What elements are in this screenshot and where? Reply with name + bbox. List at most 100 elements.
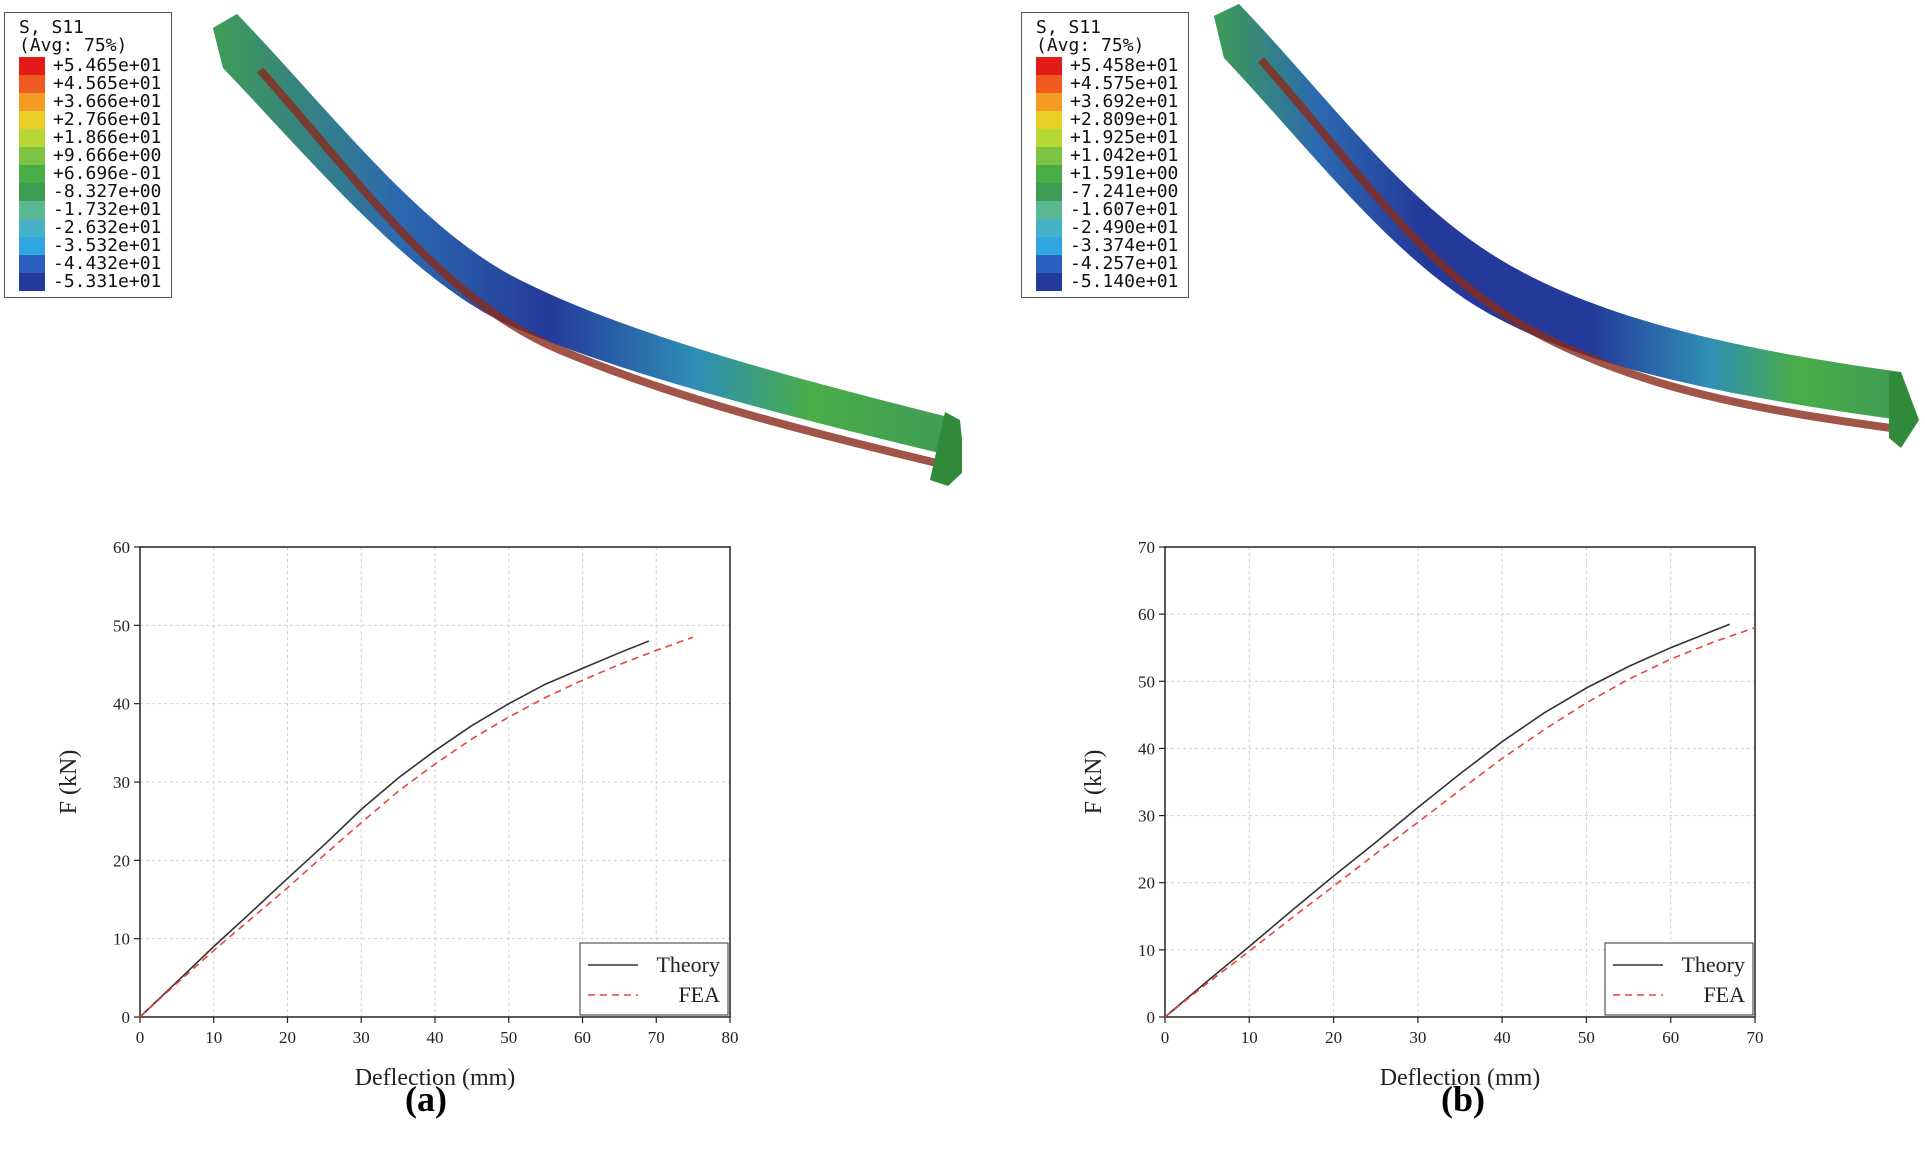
contour-legend-row: -1.607e+01 <box>1036 201 1178 219</box>
contour-legend-row: -2.490e+01 <box>1036 219 1178 237</box>
contour-level-value: +3.692e+01 <box>1070 91 1179 112</box>
x-tick-label: 10 <box>205 1028 222 1047</box>
series-line-fea <box>139 636 694 1018</box>
y-axis-label: F (kN) <box>56 750 82 815</box>
legend-label-fea: FEA <box>678 982 720 1007</box>
contour-legend-subtitle: (Avg: 75%) <box>1036 35 1145 56</box>
contour-legend-row: -4.257e+01 <box>1036 255 1178 273</box>
contour-level-value: -2.632e+01 <box>53 217 162 238</box>
contour-legend-row: +4.575e+01 <box>1036 75 1178 93</box>
beam-contour-plot <box>1214 4 1919 448</box>
x-tick-label: 60 <box>1662 1028 1679 1047</box>
chart: 0 10 20 30 40 50 60 70 80 0 10 20 30 40 50 60 Deflection… <box>56 538 739 1091</box>
contour-legend-row: +2.809e+01 <box>1036 111 1178 129</box>
contour-level-value: -3.374e+01 <box>1070 235 1179 256</box>
y-tick-label: 60 <box>113 538 130 557</box>
contour-level-value: -5.140e+01 <box>1070 271 1179 292</box>
contour-legend-row: +1.591e+00 <box>1036 165 1178 183</box>
y-tick-label: 50 <box>1138 672 1155 691</box>
contour-color-swatch <box>19 93 45 111</box>
legend-label-theory: Theory <box>656 952 720 977</box>
contour-level-value: +1.925e+01 <box>1070 127 1179 148</box>
x-tick-label: 80 <box>722 1028 739 1047</box>
contour-color-swatch <box>1036 237 1062 255</box>
contour-color-swatch <box>19 237 45 255</box>
contour-level-value: -4.432e+01 <box>53 253 162 274</box>
plot-frame <box>1164 546 1756 1018</box>
beam-free-end <box>1889 372 1919 448</box>
x-tick-label: 70 <box>1747 1028 1764 1047</box>
contour-legend-rows: +5.465e+01 +4.565e+01 +3.666e+01 +2.766e+01… <box>19 57 161 291</box>
series-line-fea <box>1164 626 1756 1018</box>
contour-color-swatch <box>1036 75 1062 93</box>
contour-color-swatch <box>19 219 45 237</box>
contour-color-swatch <box>1036 111 1062 129</box>
panel-a: S, S11 (Avg: 75%) +5.465e+01 +4.565e+01 +3… <box>0 0 962 1153</box>
contour-legend-row: -8.327e+00 <box>19 183 161 201</box>
contour-legend-row: +3.666e+01 <box>19 93 161 111</box>
x-tick-label: 10 <box>1241 1028 1258 1047</box>
contour-legend-row: -4.432e+01 <box>19 255 161 273</box>
contour-level-value: -1.732e+01 <box>53 199 162 220</box>
contour-level-value: -7.241e+00 <box>1070 181 1179 202</box>
y-tick-label: 0 <box>1147 1008 1156 1027</box>
contour-level-value: +3.666e+01 <box>53 91 162 112</box>
beam-contour-plot <box>213 14 962 486</box>
contour-level-value: +5.465e+01 <box>53 55 162 76</box>
x-axis-label: Deflection (mm) <box>355 1065 516 1091</box>
contour-legend-row: -3.374e+01 <box>1036 237 1178 255</box>
contour-legend: S, S11 (Avg: 75%) +5.465e+01 +4.565e+01 +3… <box>4 12 173 298</box>
chart-legend-box <box>1604 942 1754 1016</box>
chart: 0 10 20 30 40 50 60 70 0 10 20 30 40 50 60 70 Deflection… <box>1081 538 1764 1091</box>
y-tick-label: 30 <box>113 773 130 792</box>
contour-level-value: -3.532e+01 <box>53 235 162 256</box>
y-tick-label: 70 <box>1138 538 1155 557</box>
contour-legend-row: +5.465e+01 <box>19 57 161 75</box>
contour-level-value: +5.458e+01 <box>1070 55 1179 76</box>
contour-legend-row: +6.696e-01 <box>19 165 161 183</box>
contour-level-value: +6.696e-01 <box>53 163 162 184</box>
y-tick-label: 30 <box>1138 807 1155 826</box>
contour-legend-row: -3.532e+01 <box>19 237 161 255</box>
contour-color-swatch <box>1036 201 1062 219</box>
contour-level-value: -5.331e+01 <box>53 271 162 292</box>
contour-legend-row: +1.925e+01 <box>1036 129 1178 147</box>
y-tick-label: 0 <box>122 1008 131 1027</box>
contour-color-swatch <box>1036 93 1062 111</box>
x-tick-label: 40 <box>427 1028 444 1047</box>
contour-legend-title: S, S11 <box>1036 17 1102 38</box>
x-tick-label: 30 <box>1409 1028 1426 1047</box>
y-tick-label: 40 <box>113 695 130 714</box>
contour-legend-rows: +5.458e+01 +4.575e+01 +3.692e+01 +2.809e+01… <box>1036 57 1178 291</box>
y-tick-label: 20 <box>113 851 130 870</box>
contour-color-swatch <box>1036 57 1062 75</box>
contour-level-value: +4.565e+01 <box>53 73 162 94</box>
beam-tension-edge <box>257 67 946 469</box>
contour-legend-row: +5.458e+01 <box>1036 57 1178 75</box>
x-tick-label: 40 <box>1494 1028 1511 1047</box>
panel-caption: (a) <box>405 1079 447 1119</box>
series-line-theory <box>139 640 650 1018</box>
beam-top-surface <box>1214 4 1901 420</box>
contour-legend-row: +9.666e+00 <box>19 147 161 165</box>
contour-color-swatch <box>1036 273 1062 291</box>
x-tick-label: 30 <box>353 1028 370 1047</box>
contour-legend-row: -1.732e+01 <box>19 201 161 219</box>
contour-level-value: -1.607e+01 <box>1070 199 1179 220</box>
chart-legend-box <box>579 942 729 1016</box>
x-tick-label: 0 <box>136 1028 145 1047</box>
contour-legend-row: +1.866e+01 <box>19 129 161 147</box>
contour-color-swatch <box>1036 165 1062 183</box>
contour-color-swatch <box>19 57 45 75</box>
x-tick-label: 50 <box>1578 1028 1595 1047</box>
contour-legend-row: +4.565e+01 <box>19 75 161 93</box>
contour-level-value: -2.490e+01 <box>1070 217 1179 238</box>
contour-legend: S, S11 (Avg: 75%) +5.458e+01 +4.575e+01 +3… <box>1021 12 1190 298</box>
x-tick-label: 20 <box>279 1028 296 1047</box>
contour-color-swatch <box>1036 129 1062 147</box>
contour-level-value: +1.866e+01 <box>53 127 162 148</box>
beam-free-end <box>930 412 962 486</box>
contour-level-value: -4.257e+01 <box>1070 253 1179 274</box>
x-axis-label: Deflection (mm) <box>1380 1065 1541 1091</box>
contour-color-swatch <box>19 165 45 183</box>
